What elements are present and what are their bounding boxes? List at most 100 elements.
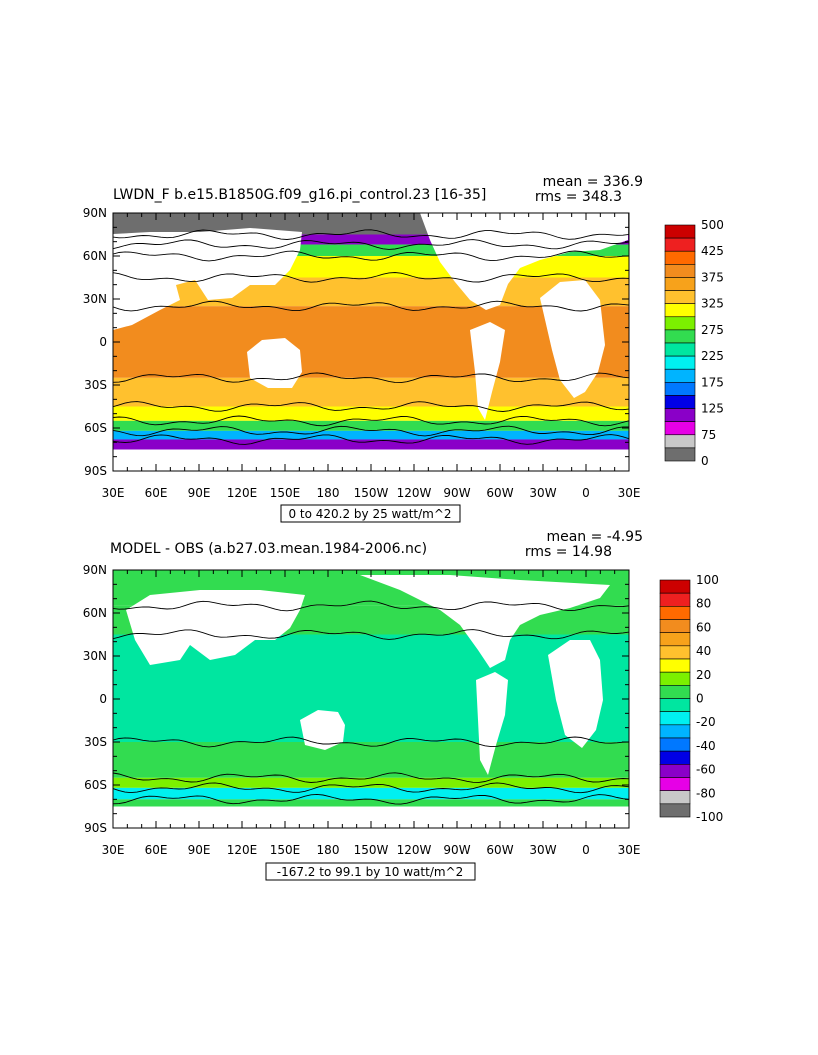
contour-line [113, 434, 629, 445]
colorbar-label: 325 [701, 297, 724, 311]
colorbar-swatch [664, 368, 696, 383]
x-tick-label: 30E [618, 843, 641, 857]
colorbar-swatch [659, 619, 691, 633]
panel-1-rms: rms = 348.3 [535, 189, 622, 205]
x-tick-label: 180 [317, 843, 340, 857]
colorbar-label: 425 [701, 244, 724, 258]
x-tick-label: 60W [486, 486, 513, 500]
colorbar-swatch [664, 237, 696, 252]
contour-line [113, 415, 629, 427]
colorbar-swatch [664, 408, 696, 422]
colorbar-label: -20 [696, 715, 716, 729]
colorbar-label: 75 [701, 428, 716, 442]
colorbar-swatch [664, 329, 696, 344]
colorbar-swatch [659, 790, 691, 805]
y-tick-label: 60N [83, 606, 107, 620]
panel-2-axes: 30E 60E 90E 120E 150E 180 150W 120W 90W 60W 30W 0 30… [83, 563, 641, 857]
field-zone [113, 799, 629, 807]
field-zone [113, 430, 629, 440]
y-tick-label: 60S [84, 421, 107, 435]
y-tick-label: 90S [84, 464, 107, 478]
colorbar-label: -80 [696, 786, 716, 800]
colorbar-swatch [664, 250, 696, 265]
panel-1-axes: 30E 60E 90E 120E 150E 180 150W 120W 90W 60W 30W 0 30… [83, 206, 641, 500]
x-tick-label: 30E [102, 486, 125, 500]
x-tick-label: 30E [618, 486, 641, 500]
colorbar-swatch [664, 355, 696, 370]
panel-2-contours [113, 600, 629, 805]
colorbar-swatch [659, 711, 691, 726]
colorbar-swatch [659, 803, 691, 818]
field-zone [113, 742, 629, 778]
x-tick-label: 30W [529, 843, 556, 857]
colorbar-swatch [659, 698, 691, 712]
panel-2-colorbar: 100 80 60 40 20 0 -20 -40 -60 -80 -100 [659, 573, 723, 824]
colorbar-swatch [659, 750, 691, 765]
colorbar-label: 175 [701, 375, 724, 389]
colorbar-swatch [659, 579, 691, 594]
panel-1-colorbar: 500 425 375 325 275 225 175 125 75 0 [664, 218, 724, 468]
y-tick-label: 30S [84, 735, 107, 749]
x-tick-label: 150W [354, 843, 389, 857]
x-tick-label: 60E [145, 486, 168, 500]
x-tick-label: 150W [354, 486, 389, 500]
contour-line [113, 272, 629, 283]
colorbar-label: 40 [696, 644, 711, 658]
y-tick-label: 30N [83, 292, 107, 306]
field-zone [113, 634, 629, 742]
colorbar-swatch [659, 632, 691, 647]
field-zone [113, 439, 629, 450]
colorbar-swatch [659, 658, 691, 673]
x-tick-label: 90W [443, 843, 470, 857]
panel-diff: MODEL - OBS (a.b27.03.mean.1984-2006.nc)… [83, 529, 723, 881]
y-tick-label: 30S [84, 378, 107, 392]
colorbar-swatch [664, 421, 696, 436]
y-tick-label: 30N [83, 649, 107, 663]
colorbar-label: 125 [701, 402, 724, 416]
panel-1-field [113, 213, 629, 450]
colorbar-swatch [659, 724, 691, 739]
x-tick-label: 0 [582, 843, 590, 857]
x-tick-label: 120E [227, 843, 258, 857]
x-tick-label: 30E [102, 843, 125, 857]
panel-2-range-box [265, 862, 476, 881]
y-tick-label: 0 [99, 335, 107, 349]
contour-line [113, 372, 629, 384]
contour-line [113, 300, 629, 312]
colorbar-label: 500 [701, 218, 724, 232]
x-tick-label: 120W [397, 843, 432, 857]
field-zone [113, 420, 629, 431]
contour-line [113, 793, 629, 805]
panel-1-title: LWDN_F b.e15.B1850G.f09_g16.pi_control.2… [113, 187, 486, 203]
contour-line [113, 425, 629, 437]
y-tick-label: 90N [83, 206, 107, 220]
colorbar-swatch [664, 277, 696, 291]
x-tick-label: 90E [188, 486, 211, 500]
field-zone [113, 244, 629, 256]
colorbar-swatch [659, 606, 691, 620]
panel-1-range-note: 0 to 420.2 by 25 watt/m^2 [288, 507, 451, 521]
contour-line [113, 629, 629, 640]
x-tick-label: 120E [227, 486, 258, 500]
colorbar-swatch [664, 264, 696, 278]
colorbar-swatch [659, 764, 691, 778]
panel-1-mean: mean = 336.9 [543, 174, 643, 190]
colorbar-label: 275 [701, 323, 724, 337]
field-zone [113, 406, 629, 421]
colorbar-swatch [664, 447, 696, 462]
y-tick-label: 60S [84, 778, 107, 792]
field-zone [113, 787, 629, 800]
x-tick-label: 180 [317, 486, 340, 500]
contour-line [113, 229, 629, 240]
panel-2-mean: mean = -4.95 [546, 529, 643, 545]
x-tick-label: 60W [486, 843, 513, 857]
panel-2-title: MODEL - OBS (a.b27.03.mean.1984-2006.nc) [110, 541, 427, 557]
colorbar-swatch [664, 395, 696, 409]
panel-2-land [126, 575, 610, 775]
colorbar-swatch [659, 685, 691, 699]
x-tick-label: 90W [443, 486, 470, 500]
contour-line [113, 782, 629, 794]
colorbar-swatch [659, 777, 691, 791]
contour-line [113, 772, 629, 783]
